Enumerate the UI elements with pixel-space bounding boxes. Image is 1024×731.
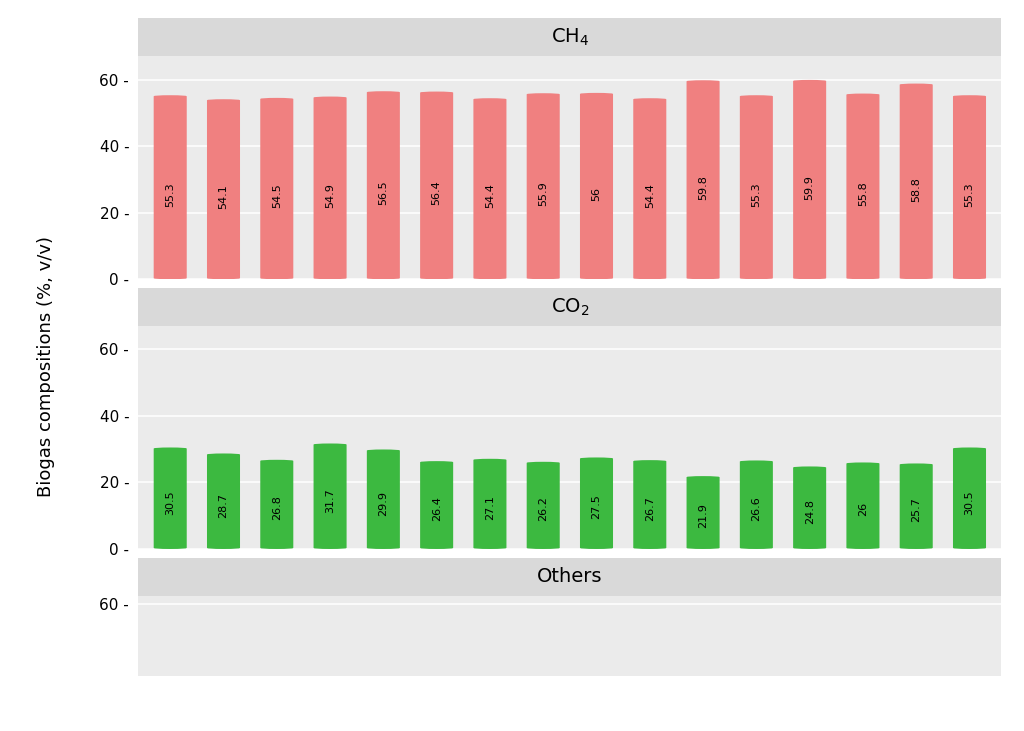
Text: 26.7: 26.7 [645,496,654,520]
Text: CO$_2$: CO$_2$ [551,296,589,318]
Text: 55.3: 55.3 [752,182,762,207]
FancyBboxPatch shape [526,94,560,279]
Text: 26.8: 26.8 [271,496,282,520]
Text: 55.3: 55.3 [965,182,975,207]
Text: 30.5: 30.5 [165,490,175,515]
Text: 26: 26 [858,502,868,516]
FancyBboxPatch shape [953,95,986,279]
Text: 55.3: 55.3 [165,182,175,207]
Text: 59.9: 59.9 [805,175,815,200]
Text: 25.7: 25.7 [911,497,922,522]
Text: 26.2: 26.2 [539,496,548,521]
FancyBboxPatch shape [367,450,400,549]
FancyBboxPatch shape [633,460,667,549]
Text: 54.4: 54.4 [645,183,654,208]
FancyBboxPatch shape [686,476,720,549]
FancyBboxPatch shape [420,91,454,279]
Text: 26.4: 26.4 [432,496,441,521]
Text: Others: Others [538,567,602,586]
Text: 54.9: 54.9 [325,183,335,208]
Text: 26.6: 26.6 [752,496,762,520]
FancyBboxPatch shape [154,95,186,279]
FancyBboxPatch shape [953,447,986,549]
FancyBboxPatch shape [473,98,507,279]
FancyBboxPatch shape [900,463,933,549]
FancyBboxPatch shape [207,99,240,279]
Text: CH$_4$: CH$_4$ [551,26,589,48]
Text: 56: 56 [592,186,601,200]
FancyBboxPatch shape [794,80,826,279]
Text: 54.1: 54.1 [218,184,228,209]
FancyBboxPatch shape [526,462,560,549]
FancyBboxPatch shape [580,93,613,279]
FancyBboxPatch shape [580,458,613,549]
Text: 59.8: 59.8 [698,175,708,200]
FancyBboxPatch shape [900,83,933,279]
Text: 56.4: 56.4 [432,181,441,205]
FancyBboxPatch shape [313,444,346,549]
FancyBboxPatch shape [739,95,773,279]
FancyBboxPatch shape [739,461,773,549]
Text: 30.5: 30.5 [965,490,975,515]
Text: 31.7: 31.7 [325,488,335,513]
Text: 58.8: 58.8 [911,177,922,202]
Text: 21.9: 21.9 [698,503,708,528]
Text: 27.1: 27.1 [485,495,495,520]
Text: 55.8: 55.8 [858,181,868,206]
FancyBboxPatch shape [794,466,826,549]
FancyBboxPatch shape [847,94,880,279]
Text: 54.5: 54.5 [271,183,282,208]
Text: 54.4: 54.4 [485,183,495,208]
Text: 29.9: 29.9 [378,491,388,515]
FancyBboxPatch shape [847,463,880,549]
Text: 55.9: 55.9 [539,181,548,206]
FancyBboxPatch shape [207,453,240,549]
FancyBboxPatch shape [260,98,293,279]
FancyBboxPatch shape [313,96,346,279]
FancyBboxPatch shape [420,461,454,549]
FancyBboxPatch shape [367,91,400,279]
FancyBboxPatch shape [473,459,507,549]
Text: 28.7: 28.7 [218,493,228,518]
FancyBboxPatch shape [260,460,293,549]
FancyBboxPatch shape [154,447,186,549]
Text: 56.5: 56.5 [378,181,388,205]
Text: Biogas compositions (%, v/v): Biogas compositions (%, v/v) [37,235,55,497]
FancyBboxPatch shape [633,98,667,279]
Text: 27.5: 27.5 [592,494,601,519]
FancyBboxPatch shape [686,80,720,279]
Text: 24.8: 24.8 [805,499,815,523]
